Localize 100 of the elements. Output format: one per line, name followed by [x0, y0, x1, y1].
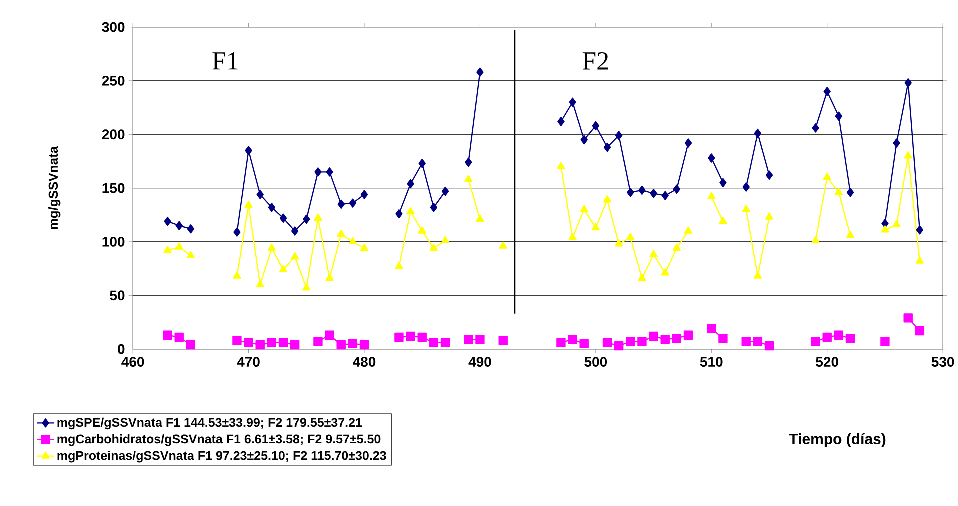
point: [349, 198, 357, 208]
point: [684, 226, 693, 234]
point: [673, 184, 681, 194]
x-axis-title: Tiempo (días): [789, 433, 886, 448]
y-tick-label: 100: [102, 236, 125, 247]
point: [708, 192, 716, 200]
point: [592, 223, 600, 231]
point: [568, 335, 578, 344]
point: [638, 186, 646, 196]
point: [684, 330, 694, 340]
x-tick-label: 470: [237, 357, 260, 368]
point: [846, 188, 854, 198]
point: [824, 87, 831, 96]
point: [302, 284, 311, 291]
point: [604, 142, 612, 152]
point: [232, 336, 242, 346]
point: [580, 135, 588, 145]
point: [626, 233, 635, 240]
y-tick-label: 300: [102, 22, 125, 32]
point: [338, 200, 345, 209]
point: [430, 244, 438, 251]
point: [834, 188, 843, 196]
annotation: F1: [212, 52, 238, 70]
point: [615, 240, 624, 247]
point: [476, 214, 484, 222]
point: [175, 242, 184, 250]
point: [499, 242, 508, 249]
point: [742, 205, 750, 212]
point: [615, 131, 623, 140]
point: [441, 236, 450, 244]
y-tick-label: 200: [102, 130, 125, 140]
point: [360, 340, 370, 350]
point: [764, 341, 774, 351]
point: [418, 332, 427, 342]
point: [742, 337, 751, 346]
point: [626, 337, 636, 346]
point: [812, 236, 820, 244]
point: [765, 212, 774, 220]
point: [720, 178, 727, 188]
point: [186, 340, 196, 350]
point: [835, 112, 843, 121]
point: [406, 207, 415, 215]
point: [314, 168, 322, 177]
point: [650, 189, 658, 198]
point: [904, 151, 912, 159]
legend-label: mgCarbohidratos/gSSVnata F1 6.61±3.58; F2 9.57±5.50: [58, 434, 381, 446]
x-tick-label: 460: [122, 357, 144, 368]
point: [684, 138, 692, 148]
y-tick-label: 0: [118, 344, 125, 354]
point: [396, 209, 403, 219]
point: [418, 159, 426, 168]
point: [603, 196, 612, 203]
point: [163, 330, 172, 340]
point: [348, 339, 358, 349]
point: [465, 158, 472, 168]
x-tick-label: 500: [584, 357, 608, 368]
point: [811, 337, 820, 346]
point: [267, 338, 277, 348]
point: [568, 233, 577, 240]
point: [580, 205, 588, 212]
point: [580, 339, 589, 349]
point: [176, 221, 183, 230]
point: [846, 334, 856, 344]
point: [164, 216, 172, 226]
point: [314, 337, 323, 346]
point: [753, 337, 763, 346]
point: [395, 262, 404, 270]
point: [812, 124, 820, 133]
point: [672, 244, 681, 251]
point: [394, 332, 404, 342]
point: [407, 179, 414, 189]
point: [164, 246, 172, 254]
point: [278, 338, 288, 348]
point: [476, 335, 485, 344]
point: [303, 214, 310, 224]
point: [915, 326, 925, 336]
point: [892, 220, 901, 228]
point: [337, 230, 346, 238]
point: [360, 244, 369, 251]
point: [476, 68, 484, 77]
y-tick-label: 50: [110, 290, 125, 301]
annotation: F2: [582, 52, 608, 70]
point: [602, 338, 612, 348]
legend-label: mgProteinas/gSSVnata F1 97.23±25.10; F2 115.70±30.23: [58, 451, 386, 463]
point: [244, 338, 254, 348]
point: [233, 272, 242, 279]
point: [336, 340, 346, 350]
point: [707, 324, 716, 334]
point: [627, 188, 634, 198]
point: [558, 117, 565, 126]
point: [708, 154, 716, 163]
point: [719, 216, 728, 224]
point: [672, 334, 682, 344]
point: [754, 128, 762, 138]
point: [893, 138, 900, 148]
point: [314, 214, 322, 221]
x-tick-label: 510: [700, 357, 723, 368]
point: [638, 274, 646, 282]
point: [557, 162, 566, 170]
point: [882, 219, 889, 228]
